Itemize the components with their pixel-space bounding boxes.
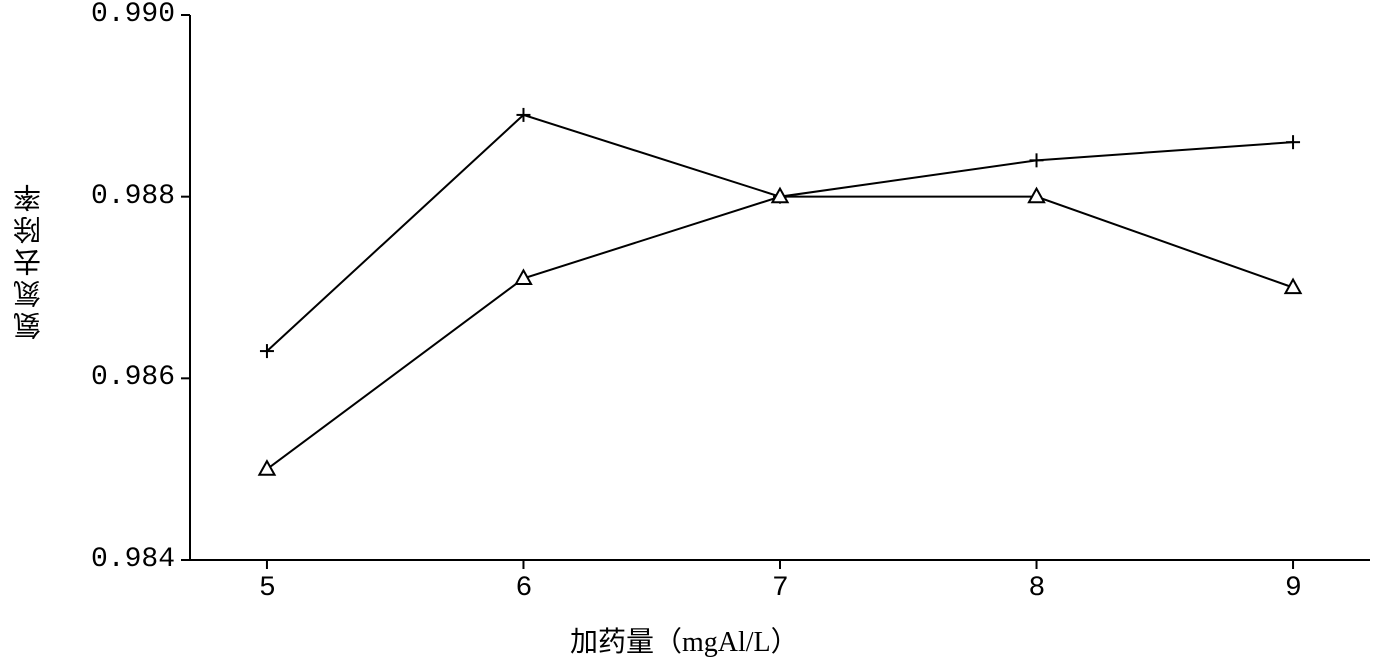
x-tick-label: 9 bbox=[1285, 573, 1302, 604]
x-tick-label: 6 bbox=[515, 573, 532, 604]
y-tick-label: 0.984 bbox=[91, 544, 175, 575]
series-line-series-triangle bbox=[267, 197, 1293, 470]
triangle-marker bbox=[259, 461, 274, 475]
chart-container: 氨氮去除率 加药量（mgAl/L） 0.9840.9860.9880.99056… bbox=[0, 0, 1383, 668]
x-tick-label: 8 bbox=[1029, 573, 1046, 604]
y-tick-label: 0.990 bbox=[91, 0, 175, 30]
plot-area bbox=[0, 0, 1383, 668]
y-tick-label: 0.988 bbox=[91, 181, 175, 212]
x-tick-label: 7 bbox=[772, 573, 789, 604]
triangle-marker bbox=[1029, 189, 1044, 203]
x-tick-label: 5 bbox=[259, 573, 276, 604]
y-tick-label: 0.986 bbox=[91, 362, 175, 393]
